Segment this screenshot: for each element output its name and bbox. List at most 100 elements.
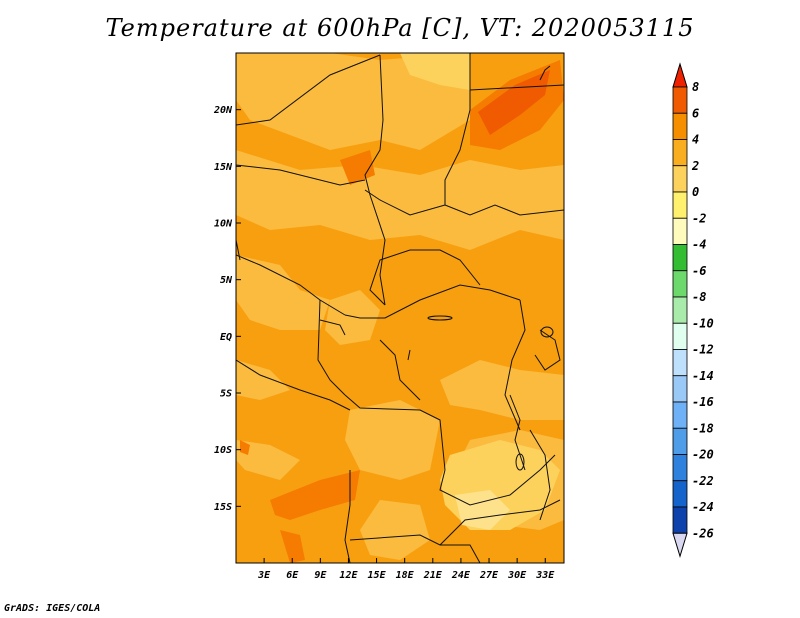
border-line [344, 284, 521, 319]
border-line [236, 54, 381, 126]
border-line [344, 394, 446, 471]
colorbar-top-arrow [672, 62, 688, 88]
x-tick-label: 33E [535, 570, 555, 581]
field-warm-region [340, 150, 375, 185]
lake-outline [515, 453, 525, 471]
colorbar-box [672, 139, 688, 167]
border-line [369, 249, 481, 306]
colorbar-box [672, 506, 688, 534]
x-tick-label: 18E [396, 570, 415, 581]
colorbar-box [672, 349, 688, 377]
field-light-region [236, 255, 330, 330]
x-tick-label: 24E [451, 570, 471, 581]
y-tick-label: 5S [220, 389, 232, 400]
colorbar-box [672, 427, 688, 455]
field-pale-region [455, 490, 510, 530]
chart-title: Temperature at 600hPa [C], VT: 202005311… [105, 14, 695, 42]
colorbar-label: 8 [692, 80, 699, 94]
colorbar-box [672, 244, 688, 272]
y-tick-label: EQ [220, 332, 232, 343]
border-line [369, 194, 386, 306]
border-line [236, 359, 351, 411]
x-tick-label: 6E [286, 570, 299, 581]
y-tick-label: 5N [220, 275, 233, 286]
field-warm-region [240, 440, 250, 455]
border-line [236, 239, 241, 261]
colorbar-box [672, 165, 688, 193]
border-line [344, 470, 351, 563]
field-light-region [440, 360, 564, 420]
colorbar-label: -24 [692, 500, 714, 514]
y-tick-label: 15S [214, 502, 232, 513]
x-tick-label: 30E [507, 570, 527, 581]
border-line [504, 299, 526, 431]
x-tick-label: 27E [479, 570, 499, 581]
colorbar-label: -26 [692, 526, 714, 540]
border-line [444, 53, 471, 205]
border-line [236, 254, 346, 316]
border-line [379, 339, 421, 401]
temperature-field [236, 53, 564, 563]
border-line [529, 429, 551, 521]
colorbar-bottom-arrow [672, 532, 688, 558]
colorbar-label: -8 [692, 290, 706, 304]
colorbar-label: -12 [692, 343, 714, 357]
colorbar-box [672, 401, 688, 429]
colorbar-box [672, 86, 688, 114]
colorbar-label: 6 [692, 106, 699, 120]
border-line [236, 164, 366, 186]
field-light-region [236, 360, 290, 400]
colorbar-legend: 8 6 4 2 0 -2 -4 -6 -8 -10 -12 -14 -16 -18 -20 -22 -24 -26 [672, 62, 714, 558]
border-line [364, 54, 384, 196]
plot-frame [235, 52, 565, 564]
y-tick-label: 10S [214, 445, 232, 456]
colorbar-box [672, 322, 688, 350]
colorbar-label: 2 [691, 159, 699, 173]
colorbar-label: 0 [692, 185, 699, 199]
colorbar-box [672, 217, 688, 245]
colorbar-label: 4 [692, 133, 699, 147]
x-tick-label: 3E [257, 570, 271, 581]
colorbar-label: -20 [692, 448, 714, 462]
x-tick-label: 15E [368, 570, 387, 581]
country-borders [236, 53, 564, 563]
colorbar-label: -10 [692, 316, 714, 330]
colorbar-box [672, 296, 688, 324]
colorbar-label: -2 [692, 211, 706, 225]
field-light-region [236, 150, 564, 250]
y-axis: 20N 15N 10N 5N EQ 5S 10S 15S [213, 105, 241, 513]
colorbar-label: -14 [692, 369, 714, 383]
lake-outline [427, 315, 453, 321]
colorbar-label: -4 [692, 238, 706, 252]
border-line [444, 204, 564, 216]
border-line [539, 65, 551, 81]
border-line [364, 189, 446, 216]
border-line [407, 349, 411, 361]
field-light-region [236, 440, 300, 480]
x-axis: 3E 6E 9E 12E 15E 18E 21E 24E 27E 30E 33E [257, 558, 555, 581]
x-tick-label: 21E [423, 570, 443, 581]
colorbar-label: -18 [692, 421, 714, 435]
y-tick-label: 20N [213, 105, 233, 116]
field-light-region [236, 53, 470, 150]
border-line [509, 394, 526, 471]
colorbar-label: -16 [692, 395, 714, 409]
field-light-region [360, 500, 430, 560]
border-line [469, 84, 564, 91]
colorbar-label: -22 [692, 474, 714, 488]
field-lighter-region [400, 53, 470, 90]
y-tick-label: 15N [214, 162, 233, 173]
x-tick-label: 9E [314, 570, 327, 581]
colorbar-box [672, 191, 688, 219]
field-warm-region [270, 470, 360, 520]
field-warm-region [280, 530, 305, 563]
grads-credit: GrADS: IGES/COLA [4, 603, 101, 614]
border-line [439, 499, 561, 546]
border-line [439, 454, 556, 506]
border-line [319, 319, 346, 336]
x-tick-label: 12E [339, 570, 358, 581]
colorbar-box [672, 270, 688, 298]
field-light-region [345, 400, 440, 480]
y-tick-label: 10N [214, 219, 233, 230]
